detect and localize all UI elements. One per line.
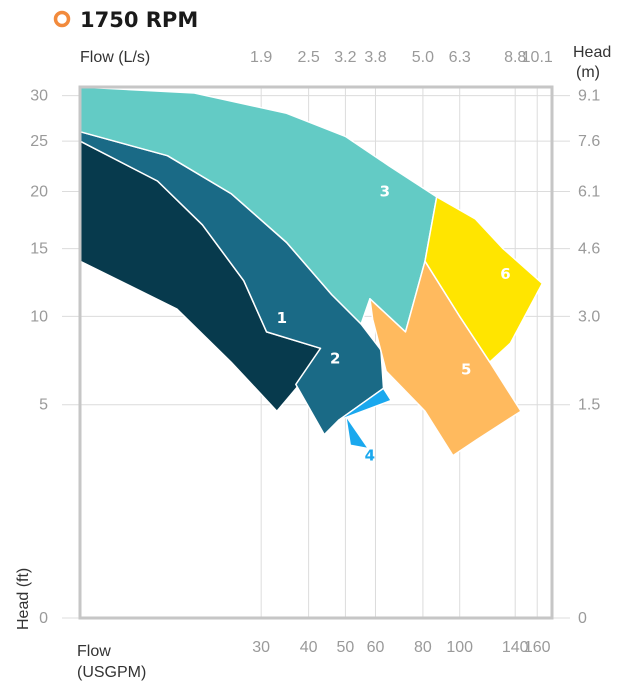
region-label-4: 4 <box>365 447 375 465</box>
bottom-tick-label: 50 <box>337 639 355 656</box>
bottom-tick-label: 80 <box>414 639 432 656</box>
right-tick-label: 9.1 <box>578 88 600 105</box>
region-label-1: 1 <box>277 309 287 327</box>
region-4-pointer <box>346 418 367 448</box>
top-tick-label: 10.1 <box>522 49 553 66</box>
operating-regions <box>79 86 544 457</box>
right-tick-label: 1.5 <box>578 397 600 414</box>
bottom-tick-label: 60 <box>367 639 385 656</box>
bottom-tick-label: 140 <box>502 639 529 656</box>
bottom-tick-label: 30 <box>252 639 270 656</box>
right-tick-label: 3.0 <box>578 308 600 325</box>
top-axis-label: Flow (L/s) <box>80 49 150 66</box>
left-tick-label: 10 <box>30 308 48 325</box>
left-tick-label: 25 <box>30 133 48 150</box>
region-label-5: 5 <box>461 360 471 378</box>
top-tick-label: 2.5 <box>297 49 319 66</box>
top-tick-label: 6.3 <box>449 49 471 66</box>
top-tick-label: 5.0 <box>412 49 434 66</box>
region-6 <box>424 196 544 363</box>
region-labels: 1 2 3 4 5 6 <box>277 182 511 464</box>
right-axis-label-line1: Head <box>573 44 611 61</box>
region-5 <box>369 260 522 457</box>
top-tick-label: 3.8 <box>364 49 386 66</box>
bottom-tick-label: 40 <box>300 639 318 656</box>
bottom-axis-label-line2: (USGPM) <box>77 664 146 681</box>
bottom-tick-label: 100 <box>446 639 473 656</box>
top-tick-label: 3.2 <box>334 49 356 66</box>
left-tick-label: 15 <box>30 241 48 258</box>
left-tick-label: 20 <box>30 183 48 200</box>
left-tick-label: 0 <box>39 610 48 627</box>
right-tick-label: 0 <box>578 610 587 627</box>
region-label-2: 2 <box>330 350 340 368</box>
region-4 <box>337 387 392 421</box>
title-marker-icon <box>53 10 71 28</box>
right-axis-label-line2: (m) <box>576 64 600 81</box>
plot-frame <box>78 85 554 620</box>
bottom-axis-label-line1: Flow <box>77 643 111 660</box>
chart-title: 1750 RPM <box>80 8 198 32</box>
right-tick-label: 4.6 <box>578 241 600 258</box>
left-tick-label: 30 <box>30 88 48 105</box>
bottom-tick-label: 160 <box>524 639 551 656</box>
left-tick-label: 5 <box>39 397 48 414</box>
region-label-6: 6 <box>500 265 510 283</box>
top-tick-label: 1.9 <box>250 49 272 66</box>
right-tick-label: 7.6 <box>578 133 600 150</box>
region-label-3: 3 <box>380 182 390 200</box>
right-tick-label: 6.1 <box>578 183 600 200</box>
left-axis-label: Head (ft) <box>15 568 32 630</box>
top-tick-label: 8.8 <box>504 49 526 66</box>
